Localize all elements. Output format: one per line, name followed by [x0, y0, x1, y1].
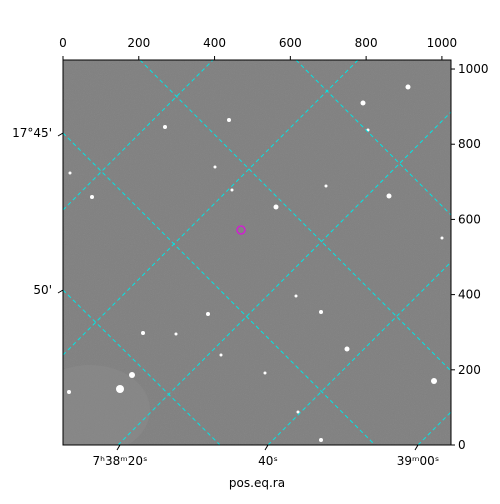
dec-tick-label: 50': [33, 283, 52, 297]
x-axis-label: pos.eq.ra: [229, 476, 285, 490]
ra-tick-label: 39ᵐ00ˢ: [397, 454, 440, 468]
coordinate-grid: [63, 60, 451, 445]
y-tick-label: 600: [458, 212, 481, 226]
x-tick-label: 1000: [427, 36, 458, 50]
ra-tick: [414, 444, 419, 451]
frame: [62, 59, 452, 446]
y-tick-label: 400: [458, 288, 481, 302]
ra-tick: [264, 444, 269, 451]
x-tick-label: 800: [355, 36, 378, 50]
target-marker: [236, 225, 246, 235]
y-tick-label: 0: [458, 438, 466, 452]
y-tick-label: 1000: [458, 62, 489, 76]
x-tick-label: 200: [127, 36, 150, 50]
dec-tick-label: 17°45': [12, 126, 52, 140]
ra-tick-label: 40ˢ: [258, 454, 278, 468]
y-tick-label: 200: [458, 363, 481, 377]
y-tick-label: 800: [458, 137, 481, 151]
dec-tick: [57, 132, 64, 137]
x-tick-label: 400: [203, 36, 226, 50]
sky-image: [63, 60, 451, 445]
dec-tick: [57, 289, 64, 294]
ra-tick: [116, 444, 121, 451]
x-tick-label: 600: [279, 36, 302, 50]
x-tick-label: 0: [59, 36, 67, 50]
stars: [67, 84, 444, 442]
ra-tick-label: 7ʰ38ᵐ20ˢ: [93, 454, 148, 468]
